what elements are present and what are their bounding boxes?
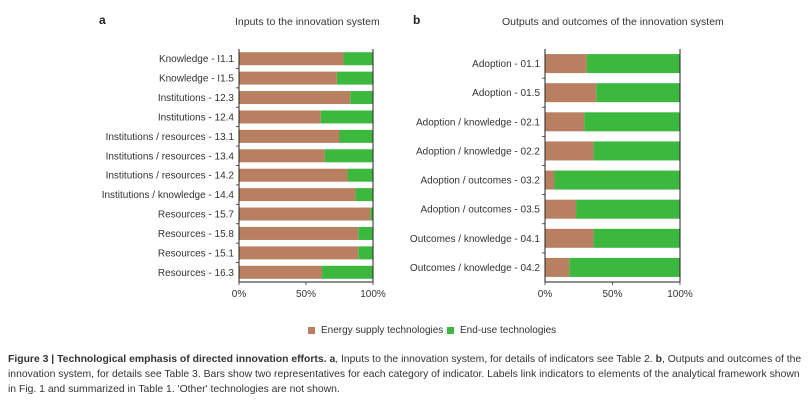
bar-energy-supply [239,265,323,279]
bar-end-use [569,257,680,277]
category-label: Adoption - 01.5 [472,88,540,99]
bar-energy-supply [545,170,555,190]
bar-end-use [586,54,680,74]
bar-energy-supply [239,52,344,66]
caption-fig-label: Figure 3 | [8,354,58,365]
bar-end-use [593,141,680,161]
x-tick-label: 0% [538,289,553,300]
bar-energy-supply [239,129,340,143]
legend-label: Energy supply technologies [321,325,444,336]
category-label: Institutions - 12.4 [158,112,235,123]
caption-text-b: , Outputs and outcomes of the innovation… [8,354,802,395]
panel-label-b: b [413,13,421,27]
legend-label: End-use technologies [460,325,557,336]
category-label: Institutions / resources - 14.2 [106,171,235,182]
category-label: Knowledge - I1.5 [159,74,234,85]
bar-energy-supply [545,141,594,161]
bar-end-use [320,110,373,124]
bar-end-use [336,71,373,85]
legend-item-end-use: End-use technologies [447,325,556,336]
bar-energy-supply [239,207,371,221]
figure-caption: Figure 3 | Technological emphasis of dir… [8,352,803,397]
caption-text-a: , Inputs to the innovation system, for d… [335,354,656,365]
bar-energy-supply [239,91,351,105]
category-label: Resources - 15.7 [158,210,235,221]
x-tick-label: 100% [667,289,693,300]
category-label: Outcomes / knowledge - 04.1 [410,234,541,245]
panel-title-b: Outputs and outcomes of the innovation s… [502,16,724,28]
bar-energy-supply [239,71,337,85]
category-label: Institutions / resources - 13.1 [106,132,235,143]
bar-end-use [347,168,373,182]
bar-end-use [350,91,373,105]
category-label: Institutions / resources - 13.4 [106,151,235,162]
bar-end-use [370,207,373,221]
bar-end-use [596,83,680,103]
bar-energy-supply [239,149,325,163]
bar-end-use [324,149,373,163]
panel-title-a: Inputs to the innovation system [235,16,380,28]
bar-end-use [554,170,680,190]
category-label: Resources - 15.8 [158,229,235,240]
category-label: Adoption / outcomes - 03.2 [420,176,540,187]
category-label: Resources - 16.3 [158,268,235,279]
bar-end-use [339,129,373,143]
category-label: Outcomes / knowledge - 04.2 [410,263,541,274]
legend-item-energy-supply: Energy supply technologies [308,325,443,336]
legend-swatch-end-use [447,327,454,334]
bar-end-use [343,52,373,66]
category-label: Knowledge - I1.1 [159,54,234,65]
caption-b: b [655,354,662,365]
category-label: Adoption / knowledge - 02.2 [416,146,540,157]
bar-energy-supply [239,188,356,202]
x-tick-label: 0% [232,289,247,300]
category-label: Institutions / knowledge - 14.4 [102,190,235,201]
bar-energy-supply [239,110,321,124]
caption-a: a [329,354,336,365]
bar-energy-supply [545,83,597,103]
category-label: Adoption - 01.1 [472,59,540,70]
panel-label-a: a [99,13,106,27]
bar-energy-supply [545,257,570,277]
bar-end-use [358,226,373,240]
category-label: Adoption / knowledge - 02.1 [416,117,540,128]
bar-end-use [576,199,680,219]
bar-energy-supply [545,199,577,219]
caption-fig-title: Technological emphasis of directed innov… [57,354,327,365]
x-tick-label: 50% [602,289,622,300]
bar-end-use [584,112,680,132]
bar-energy-supply [545,54,587,74]
bar-energy-supply [545,228,594,248]
bar-end-use [593,228,680,248]
bar-end-use [358,246,373,260]
bar-energy-supply [545,112,585,132]
x-tick-label: 100% [360,289,386,300]
bar-energy-supply [239,168,348,182]
bar-energy-supply [239,226,359,240]
bar-end-use [355,188,373,202]
bar-end-use [322,265,373,279]
chart-canvas: Knowledge - I1.1 Knowledge - I1.5 Institut… [102,49,693,300]
category-label: Adoption / outcomes - 03.5 [420,205,540,216]
category-label: Resources - 15.1 [158,248,235,259]
x-tick-label: 50% [296,289,316,300]
bar-energy-supply [239,246,359,260]
legend-swatch-energy-supply [308,327,315,334]
category-label: Institutions - 12.3 [158,93,235,104]
